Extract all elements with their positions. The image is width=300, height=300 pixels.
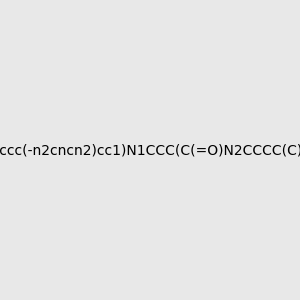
Text: O=C(c1ccc(-n2cncn2)cc1)N1CCC(C(=O)N2CCCC(C)C2)CC1: O=C(c1ccc(-n2cncn2)cc1)N1CCC(C(=O)N2CCCC…: [0, 143, 300, 157]
